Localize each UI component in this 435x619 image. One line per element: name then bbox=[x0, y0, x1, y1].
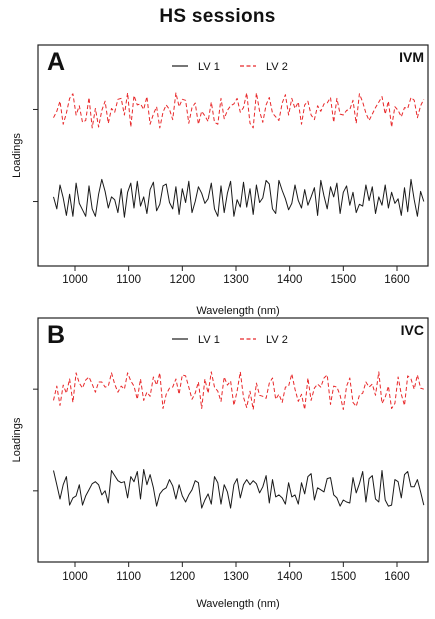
x-tick-label: 1300 bbox=[223, 571, 249, 583]
x-tick-label: 1600 bbox=[384, 571, 410, 583]
x-tick-label: 1300 bbox=[223, 274, 249, 286]
panel-a: 1000 1100 1200 1300 1400 1500 1600 Wavelength (… bbox=[11, 44, 429, 317]
series-line-lv-2 bbox=[53, 371, 424, 410]
x-axis-label: Wavelength (nm) bbox=[196, 305, 279, 317]
plot-frame bbox=[37, 44, 429, 267]
x-tick-label: 1200 bbox=[170, 571, 196, 583]
panel-label: IVM bbox=[399, 49, 424, 65]
legend-label: LV 2 bbox=[266, 61, 288, 73]
legend-label: LV 2 bbox=[266, 334, 288, 346]
y-axis-label: Loadings bbox=[11, 133, 23, 178]
x-tick-label: 1400 bbox=[277, 274, 303, 286]
x-axis-label: Wavelength (nm) bbox=[196, 598, 279, 610]
panel-label: IVC bbox=[401, 322, 424, 338]
plot-frame bbox=[37, 317, 429, 563]
series-line-lv-1 bbox=[53, 469, 425, 509]
panel-letter: A bbox=[47, 48, 65, 76]
legend-label: LV 1 bbox=[198, 61, 220, 73]
figure-title: HS sessions bbox=[159, 6, 276, 27]
x-tick-label: 1000 bbox=[62, 571, 88, 583]
series-line-lv-1 bbox=[53, 178, 425, 218]
x-tick-label: 1600 bbox=[384, 274, 410, 286]
x-tick-label: 1100 bbox=[116, 274, 141, 286]
x-tick-label: 1000 bbox=[62, 274, 88, 286]
x-tick-label: 1400 bbox=[277, 571, 303, 583]
x-tick-label: 1500 bbox=[331, 274, 357, 286]
x-tick-label: 1200 bbox=[170, 274, 196, 286]
x-tick-label: 1100 bbox=[116, 571, 141, 583]
series-line-lv-2 bbox=[53, 92, 425, 129]
legend-label: LV 1 bbox=[198, 334, 220, 346]
panel-letter: B bbox=[47, 321, 65, 349]
panel-b: 1000 1100 1200 1300 1400 1500 1600 Wavelength (… bbox=[11, 317, 429, 610]
y-axis-label: Loadings bbox=[11, 417, 23, 462]
x-tick-label: 1500 bbox=[331, 571, 357, 583]
